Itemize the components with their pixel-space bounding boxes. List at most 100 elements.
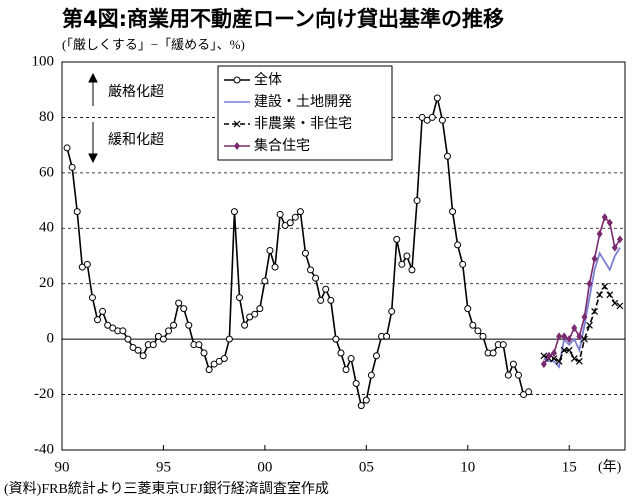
point xyxy=(586,279,593,288)
point xyxy=(499,341,507,349)
point xyxy=(611,243,618,252)
point xyxy=(307,266,315,274)
point xyxy=(504,371,512,379)
point xyxy=(94,316,102,324)
annotation: 厳格化超 xyxy=(108,84,164,100)
point xyxy=(606,218,613,227)
point xyxy=(449,208,457,216)
point xyxy=(575,357,583,365)
point xyxy=(322,285,330,293)
point xyxy=(611,299,619,307)
point xyxy=(352,379,360,387)
point xyxy=(362,396,370,404)
point xyxy=(149,341,157,349)
point xyxy=(596,291,604,299)
y-tick-label: 80 xyxy=(39,109,54,125)
point xyxy=(337,349,345,357)
y-tick-label: 40 xyxy=(39,220,54,236)
point xyxy=(560,346,568,354)
point xyxy=(220,355,228,363)
point xyxy=(616,235,623,244)
point xyxy=(241,321,249,329)
point xyxy=(403,252,411,260)
point xyxy=(332,335,340,343)
point xyxy=(372,352,380,360)
point xyxy=(301,249,309,257)
point xyxy=(514,371,522,379)
point xyxy=(408,266,416,274)
point xyxy=(398,260,406,268)
point xyxy=(286,219,294,227)
point xyxy=(200,349,208,357)
annotation-arrows xyxy=(88,72,98,164)
point xyxy=(413,197,421,205)
legend-box xyxy=(217,65,393,161)
point xyxy=(469,321,477,329)
annotation: 緩和化超 xyxy=(108,132,164,148)
point xyxy=(139,352,147,360)
y-tick-label: 0 xyxy=(47,331,55,347)
point xyxy=(550,355,558,362)
point xyxy=(195,341,203,349)
point xyxy=(596,229,603,238)
point xyxy=(591,308,598,315)
point xyxy=(393,235,401,243)
series-line xyxy=(543,215,621,365)
point xyxy=(454,241,462,249)
point xyxy=(586,321,593,329)
y-tick-label: 60 xyxy=(39,164,54,180)
point xyxy=(124,335,132,343)
point xyxy=(555,357,563,365)
point xyxy=(266,246,274,254)
point xyxy=(601,213,608,222)
point xyxy=(134,346,142,354)
point xyxy=(99,307,107,315)
point xyxy=(459,260,467,268)
point xyxy=(88,294,96,302)
point xyxy=(357,402,365,410)
legend-marker xyxy=(234,142,240,150)
series-line xyxy=(543,284,621,363)
point xyxy=(438,116,446,124)
point xyxy=(540,360,547,369)
point xyxy=(571,324,578,333)
point xyxy=(317,296,325,304)
y-tick-label: 20 xyxy=(39,275,54,291)
point xyxy=(570,355,578,362)
point xyxy=(119,327,127,335)
point xyxy=(180,305,188,313)
point xyxy=(170,321,178,329)
point xyxy=(205,366,213,374)
point xyxy=(550,349,557,357)
point xyxy=(591,254,598,263)
point xyxy=(276,210,284,218)
y-tick-label: -40 xyxy=(34,441,54,457)
point xyxy=(561,332,568,341)
plot-frame xyxy=(61,61,626,451)
point xyxy=(68,163,76,171)
x-unit: (年) xyxy=(598,459,622,475)
point xyxy=(230,208,238,216)
source-note: (資料)FRB統計より三菱東京UFJ銀行経済調査室作成 xyxy=(4,480,329,497)
chart-title: 第4図:商業用不動産ローン向け貸出基準の推移 xyxy=(62,7,504,31)
legend-label: 建設・土地開発 xyxy=(254,94,352,110)
point xyxy=(433,94,441,102)
point xyxy=(388,307,396,315)
point xyxy=(271,263,279,271)
point xyxy=(63,144,71,152)
point xyxy=(509,360,517,368)
x-tick-label: 95 xyxy=(156,459,171,475)
point xyxy=(443,152,451,160)
point xyxy=(367,371,375,379)
arrow-head xyxy=(88,72,98,83)
point xyxy=(606,291,614,299)
point xyxy=(175,299,183,307)
x-tick-label: 00 xyxy=(257,459,272,475)
point xyxy=(261,277,269,285)
y-tick-label: -20 xyxy=(34,386,54,402)
point xyxy=(565,346,573,354)
arrow-head xyxy=(88,153,98,164)
legend-marker xyxy=(233,76,241,84)
x-tick-label: 05 xyxy=(359,459,374,475)
